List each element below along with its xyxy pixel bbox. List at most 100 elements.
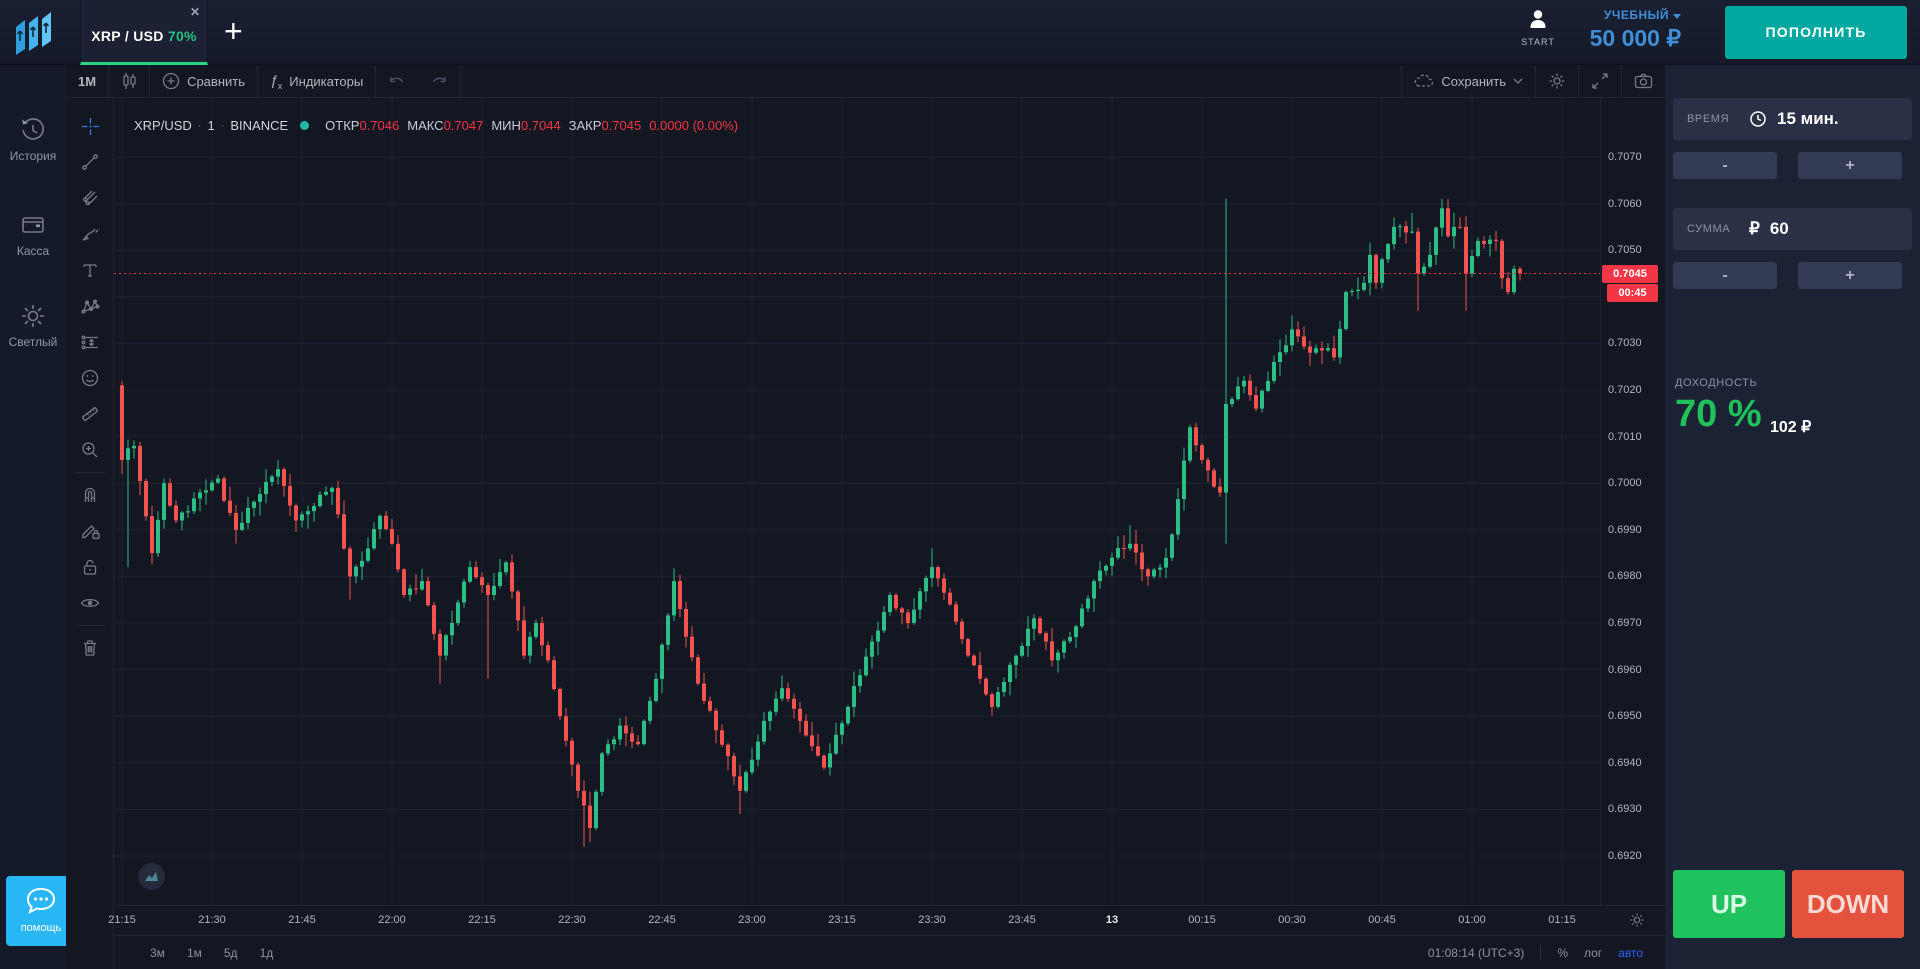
time-axis-label: 23:00 <box>738 914 766 926</box>
magnet-tool[interactable] <box>66 477 114 513</box>
amount-minus-button[interactable]: - <box>1673 262 1777 289</box>
range-3m[interactable]: 3м <box>150 945 165 960</box>
time-axis-label: 21:15 <box>108 914 136 926</box>
indicators-button[interactable]: ƒx Индикаторы <box>258 64 377 98</box>
tab-close-icon[interactable]: ✕ <box>189 5 200 19</box>
top-bar: ✕ XRP / USD 70% + START УЧЕБНЫЙ 50 000 ₽… <box>0 0 1920 65</box>
time-axis-label: 23:30 <box>918 914 946 926</box>
screenshot-button[interactable] <box>1621 64 1665 98</box>
time-axis-label: 22:15 <box>468 914 496 926</box>
start-account-button[interactable]: START <box>1508 8 1568 47</box>
time-axis-label: 00:45 <box>1368 914 1396 926</box>
gann-icon <box>82 190 98 206</box>
forecast-tool[interactable] <box>66 324 114 360</box>
sidebar-item-cashier[interactable]: Касса <box>0 212 66 258</box>
remove-drawings-tool[interactable] <box>66 630 114 666</box>
hide-all-tool[interactable] <box>66 585 114 621</box>
chart-pane: XRP/USD · 1 · BINANCE ОТКР0.7046 МАКС0.7… <box>108 98 1665 969</box>
indicator-toggle-button[interactable] <box>138 863 165 890</box>
undo-button[interactable] <box>376 65 418 98</box>
currency-icon: ₽ <box>1749 219 1760 238</box>
redo-icon <box>433 77 446 83</box>
area-chart-icon <box>145 872 158 881</box>
time-axis-label: 01:00 <box>1458 914 1486 926</box>
user-icon <box>1530 10 1546 28</box>
fullscreen-icon <box>1592 73 1608 89</box>
gann-tool[interactable] <box>66 180 114 216</box>
time-axis-label: 22:30 <box>558 914 586 926</box>
magnet-icon <box>84 487 96 502</box>
brush-tool[interactable] <box>66 216 114 252</box>
chart-plot[interactable] <box>114 98 1600 905</box>
price-axis[interactable]: 0.70700.70600.70500.70400.70300.70200.70… <box>1600 98 1665 905</box>
time-axis[interactable]: 21:15 21:30 21:45 22:00 22:15 22:30 22:45 23:00… <box>108 905 1665 935</box>
time-axis-label: 22:00 <box>378 914 406 926</box>
chart-style-button[interactable] <box>109 64 151 98</box>
measure-tool[interactable] <box>66 396 114 432</box>
price-axis-label: 0.7010 <box>1608 430 1642 443</box>
up-button[interactable]: UP <box>1673 870 1785 938</box>
wallet-icon <box>22 217 44 233</box>
chart-bottom-bar: 3м 1м 5д 1д 01:08:14 (UTC+3) % лог авто <box>114 935 1665 969</box>
pencil-lock-icon <box>81 525 100 539</box>
legend-interval: 1 <box>207 118 215 133</box>
text-icon <box>83 264 97 277</box>
payout-label: ДОХОДНОСТЬ <box>1675 377 1758 389</box>
fullscreen-button[interactable] <box>1578 64 1621 98</box>
axis-settings-gear-icon[interactable] <box>1629 912 1645 932</box>
zoom-in-tool[interactable] <box>66 432 114 468</box>
log-scale-button[interactable]: лог <box>1583 945 1603 960</box>
legend-symbol[interactable]: XRP/USD <box>134 118 192 133</box>
legend-exchange: BINANCE <box>230 118 289 133</box>
redo-button[interactable] <box>418 64 462 98</box>
help-button[interactable]: помощь <box>6 876 76 946</box>
time-axis-label: 00:30 <box>1278 914 1306 926</box>
crosshair-tool[interactable] <box>66 108 114 144</box>
trend-line-tool[interactable] <box>66 144 114 180</box>
auto-scale-button[interactable]: авто <box>1618 945 1643 960</box>
chart-region: 1М Сравнить ƒx Индикаторы <box>66 64 1665 969</box>
time-axis-label: 21:45 <box>288 914 316 926</box>
add-tab-button[interactable]: + <box>224 13 243 49</box>
time-field[interactable]: ВРЕМЯ 15 мин. <box>1673 98 1912 140</box>
range-5d[interactable]: 5д <box>223 945 238 960</box>
drawing-mode-tool[interactable] <box>66 513 114 549</box>
chart-legend: XRP/USD · 1 · BINANCE ОТКР0.7046 МАКС0.7… <box>134 118 739 133</box>
chart-toolbar: 1М Сравнить ƒx Индикаторы <box>66 64 1665 98</box>
time-value: 15 мин. <box>1777 109 1839 128</box>
account-switcher[interactable]: УЧЕБНЫЙ 50 000 ₽ <box>1556 8 1681 52</box>
price-axis-label: 0.6950 <box>1608 710 1642 723</box>
candle-countdown-tag: 00:45 <box>1607 283 1658 302</box>
history-icon <box>22 118 44 140</box>
interval-button[interactable]: 1М <box>66 64 110 98</box>
time-axis-label: 23:15 <box>828 914 856 926</box>
deposit-button[interactable]: ПОПОЛНИТЬ <box>1725 6 1907 59</box>
emoji-tool[interactable] <box>66 360 114 396</box>
time-minus-button[interactable]: - <box>1673 152 1777 179</box>
price-axis-label: 0.6920 <box>1608 850 1642 862</box>
down-button[interactable]: DOWN <box>1792 870 1904 938</box>
percent-scale-button[interactable]: % <box>1557 945 1568 960</box>
range-1m[interactable]: 1м <box>186 945 202 960</box>
zoom-in-icon <box>82 442 98 458</box>
range-1d[interactable]: 1д <box>259 945 274 960</box>
price-axis-label: 0.7050 <box>1608 244 1642 257</box>
sidebar-item-history[interactable]: История <box>0 117 66 163</box>
tab-symbol: XRP / USD <box>91 28 164 44</box>
legend-change: 0.0000 (0.00%) <box>649 118 739 133</box>
pattern-tool[interactable] <box>66 288 114 324</box>
compare-button[interactable]: Сравнить <box>150 64 258 98</box>
text-tool[interactable] <box>66 252 114 288</box>
emoji-icon <box>81 369 99 387</box>
price-axis-label: 0.6970 <box>1608 617 1642 629</box>
sidebar-item-theme[interactable]: Светлый <box>0 303 66 349</box>
camera-icon <box>1634 73 1653 89</box>
chart-settings-button[interactable] <box>1535 64 1578 98</box>
asset-tab[interactable]: ✕ XRP / USD 70% <box>80 0 208 65</box>
lock-all-tool[interactable] <box>66 549 114 585</box>
time-plus-button[interactable]: + <box>1798 152 1902 179</box>
amount-plus-button[interactable]: + <box>1798 262 1902 289</box>
save-layout-button[interactable]: Сохранить <box>1401 64 1535 98</box>
amount-field[interactable]: СУММА ₽ 60 <box>1673 208 1912 250</box>
